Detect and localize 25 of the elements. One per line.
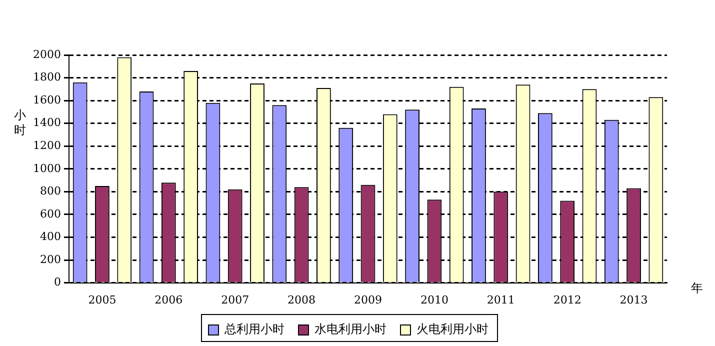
y-tick-label: 600 [40,207,61,220]
x-tick-label: 2012 [553,293,582,306]
y-tick-label: 1800 [32,70,61,84]
x-tick-label: 2011 [486,293,515,306]
y-axis-title: 小时 [14,108,27,138]
y-tick-label: 400 [40,230,61,244]
y-tick-label: 1400 [32,116,61,130]
y-tick-label: 800 [40,184,61,198]
legend-label: 总利用小时 [224,322,284,336]
legend-label: 水电利用小时 [314,322,386,336]
x-tick-label: 2006 [154,293,183,306]
x-tick-label: 2010 [420,293,448,306]
y-tick-label: 200 [40,252,61,266]
y-tick-label: 0 [54,276,61,289]
x-tick-label: 2008 [288,293,316,306]
y-tick-label: 2000 [32,48,61,61]
x-tick-label: 2007 [221,293,250,306]
x-axis-title: 年 [691,280,703,297]
y-tick-label: 1000 [32,162,61,175]
y-tick-label: 1200 [32,138,61,152]
x-tick-label: 2005 [88,293,116,306]
x-tick-label: 2013 [620,293,648,306]
x-tick-label: 2009 [354,293,382,306]
y-tick-label: 1600 [32,93,61,106]
legend-label: 火电利用小时 [416,322,488,336]
